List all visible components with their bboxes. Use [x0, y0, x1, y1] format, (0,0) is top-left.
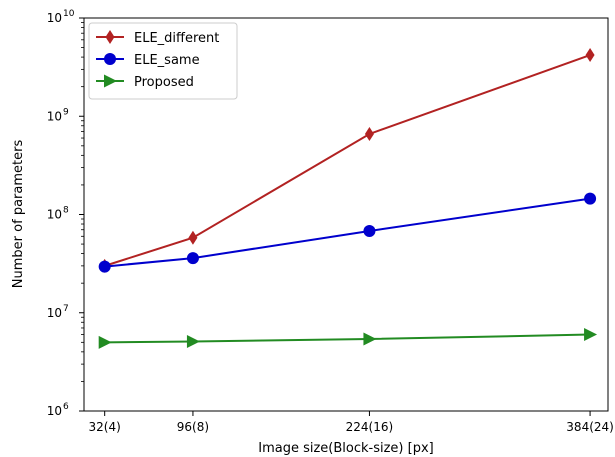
x-axis: 32(4) 96(8) 224(16) 384(24) — [89, 411, 614, 434]
y-tick-exponent: 8 — [63, 206, 69, 216]
legend-marker — [105, 30, 115, 44]
plot-area — [98, 48, 598, 349]
series-ELE_same — [98, 192, 597, 273]
data-point — [584, 328, 598, 342]
data-point — [98, 260, 111, 273]
data-point — [584, 192, 597, 205]
x-tick-label: 32(4) — [89, 420, 121, 434]
y-tick-label: 10 — [47, 404, 62, 418]
legend-label: Proposed — [134, 75, 194, 90]
y-axis-label: Number of parameters — [11, 140, 26, 289]
legend: ELE_different ELE_same Proposed — [88, 22, 238, 100]
y-tick-label: 10 — [47, 208, 62, 222]
series-line — [104, 197, 591, 268]
x-tick-label: 224(16) — [346, 420, 394, 434]
legend-label: ELE_same — [134, 53, 200, 68]
data-point — [585, 48, 595, 63]
data-point — [364, 126, 374, 141]
x-tick-label: 96(8) — [177, 420, 209, 434]
x-tick-label: 384(24) — [566, 420, 614, 434]
data-point — [98, 335, 112, 349]
series-Proposed — [98, 328, 598, 349]
legend-marker — [104, 74, 117, 88]
legend-item: Proposed — [96, 74, 194, 90]
y-tick-exponent: 10 — [63, 9, 75, 19]
legend-box — [88, 22, 238, 100]
data-point — [363, 332, 377, 346]
legend-item: ELE_same — [96, 53, 200, 68]
y-tick-label: 10 — [47, 306, 62, 320]
legend-marker — [104, 53, 116, 65]
data-point — [188, 230, 198, 245]
y-tick-exponent: 6 — [63, 402, 69, 412]
data-point — [363, 224, 376, 237]
legend-item: ELE_different — [96, 30, 219, 46]
x-axis-label: Image size(Block-size) [px] — [258, 441, 433, 456]
series-line — [104, 333, 591, 344]
y-tick-exponent: 9 — [63, 107, 69, 117]
y-tick-exponent: 7 — [63, 304, 69, 314]
data-point — [186, 334, 200, 348]
y-tick-label: 10 — [47, 11, 62, 25]
series-line — [104, 54, 591, 267]
y-tick-label: 10 — [47, 109, 62, 123]
legend-label: ELE_different — [134, 31, 219, 46]
data-point — [186, 252, 199, 265]
